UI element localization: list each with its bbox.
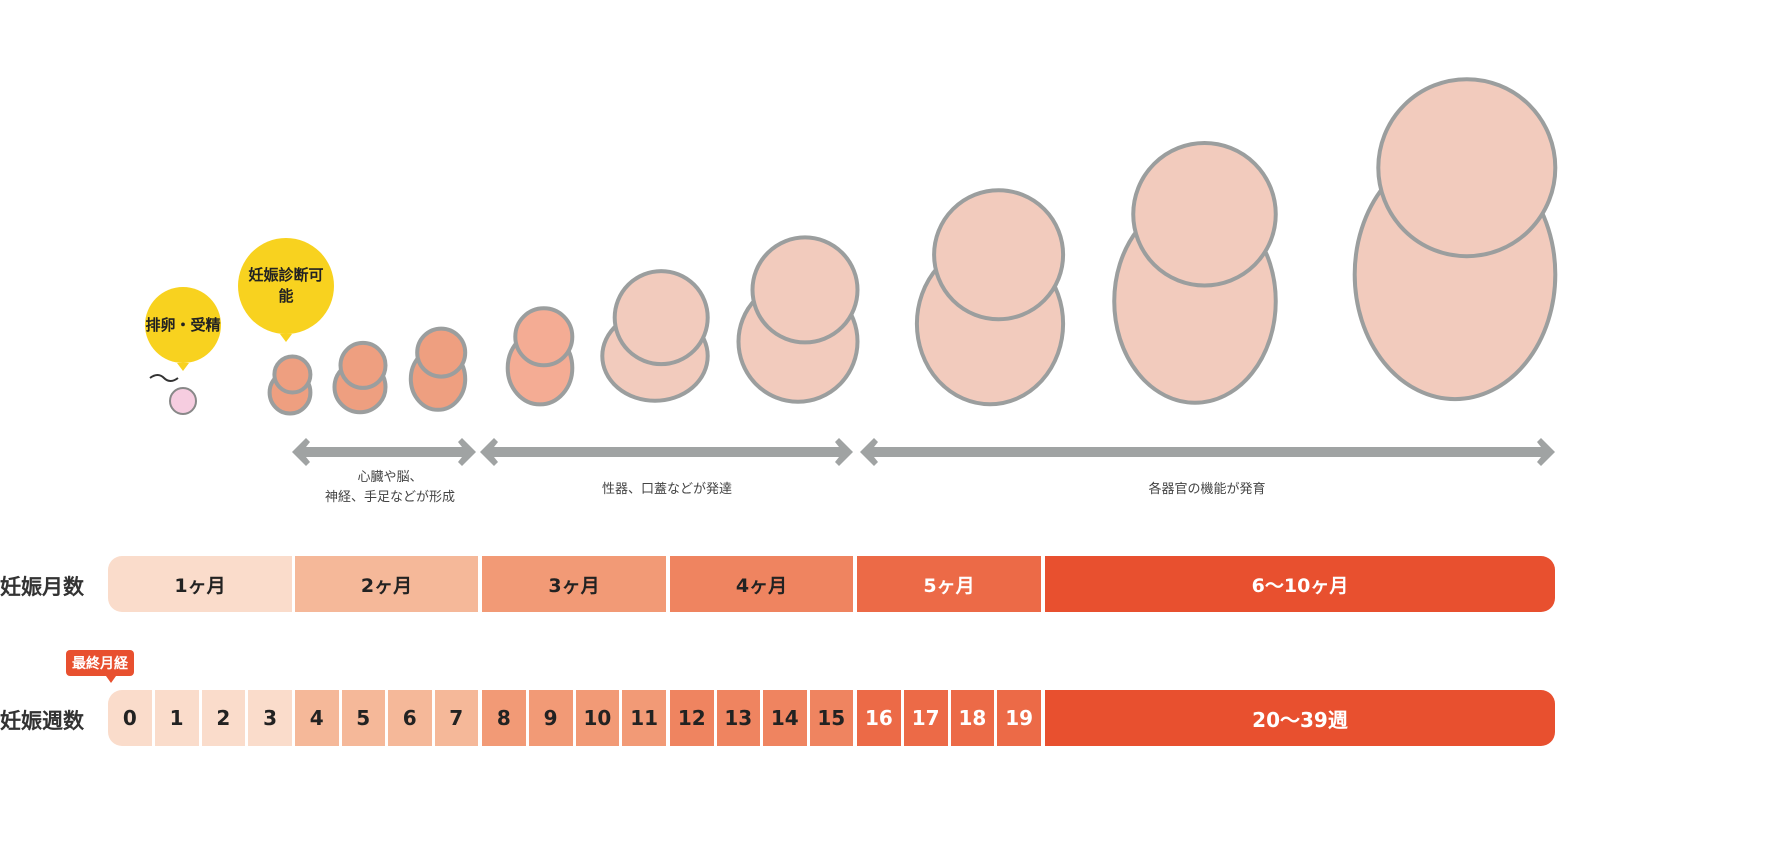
week-cell: 13 bbox=[716, 690, 760, 746]
week-cell-final: 20〜39週 bbox=[1045, 690, 1555, 746]
week-cell: 10 bbox=[575, 690, 620, 746]
double-arrow-icon bbox=[480, 438, 853, 466]
fetus-illustration bbox=[600, 269, 710, 403]
week-cell: 3 bbox=[248, 690, 292, 746]
week-cell: 9 bbox=[528, 690, 573, 746]
week-cell: 6 bbox=[388, 690, 432, 746]
week-cell: 1 bbox=[154, 690, 199, 746]
week-cell: 15 bbox=[809, 690, 853, 746]
week-cell: 12 bbox=[670, 690, 714, 746]
week-cell: 2 bbox=[201, 690, 246, 746]
fetus-illustration bbox=[332, 340, 388, 415]
sperm-icon bbox=[149, 374, 179, 382]
fetus-illustration bbox=[505, 306, 575, 407]
stage2-caption: 性器、口蓋などが発達 bbox=[601, 482, 733, 497]
fetus-illustration bbox=[914, 188, 1066, 407]
fetus-illustration bbox=[736, 235, 860, 404]
week-cell: 5 bbox=[341, 690, 385, 746]
week-cell: 18 bbox=[950, 690, 995, 746]
diagnosis-bubble: 妊娠診断可能 bbox=[238, 238, 334, 342]
fetus-illustration bbox=[408, 326, 468, 412]
fetus-illustration bbox=[267, 354, 313, 416]
ovulation-bubble: 排卵・受精 bbox=[145, 287, 221, 371]
fetus-illustration bbox=[1352, 77, 1558, 402]
week-cell: 0 bbox=[108, 690, 152, 746]
week-cell: 16 bbox=[857, 690, 901, 746]
week-cell: 19 bbox=[997, 690, 1041, 746]
week-cell: 4 bbox=[295, 690, 339, 746]
stage3-caption: 各器官の機能が発育 bbox=[1148, 482, 1266, 497]
weeks-row-label: 妊娠週数 bbox=[0, 709, 84, 733]
month-segment: 3ヶ月 bbox=[482, 556, 666, 612]
fetus-illustration bbox=[1112, 141, 1278, 405]
week-cell: 11 bbox=[622, 690, 666, 746]
months-row-label: 妊娠月数 bbox=[0, 575, 84, 599]
month-segment: 4ヶ月 bbox=[670, 556, 853, 612]
week-cell: 8 bbox=[482, 690, 526, 746]
month-segment: 6〜10ヶ月 bbox=[1045, 556, 1555, 612]
month-segment: 1ヶ月 bbox=[108, 556, 292, 612]
double-arrow-icon bbox=[292, 438, 476, 466]
week-cell: 17 bbox=[903, 690, 948, 746]
egg-icon bbox=[169, 387, 197, 415]
double-arrow-icon bbox=[860, 438, 1555, 466]
stage1-caption: 心臓や脳、 神経、手足などが形成 bbox=[324, 470, 456, 505]
last-period-tag: 最終月経 bbox=[66, 650, 134, 683]
week-cell: 14 bbox=[763, 690, 807, 746]
month-segment: 2ヶ月 bbox=[295, 556, 478, 612]
week-cell: 7 bbox=[434, 690, 478, 746]
month-segment: 5ヶ月 bbox=[857, 556, 1041, 612]
